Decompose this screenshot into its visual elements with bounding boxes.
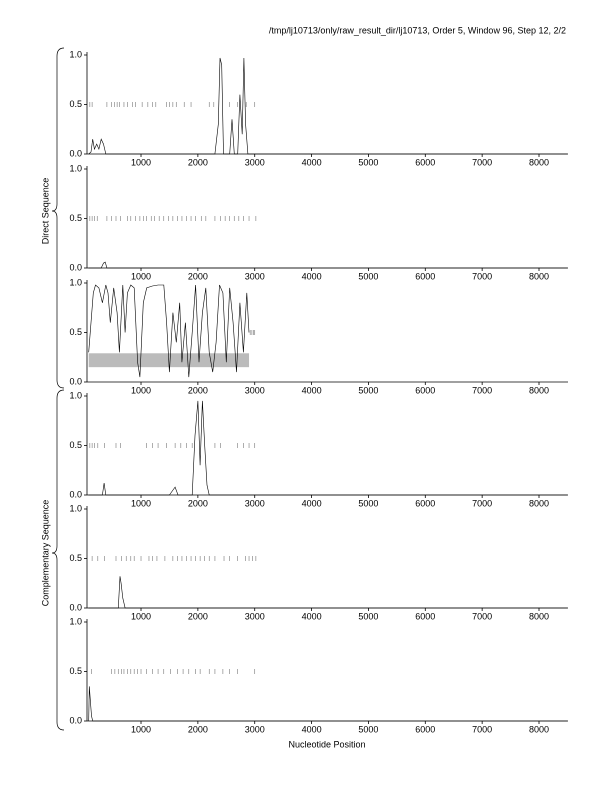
x-tick-label: 3000 [245, 385, 265, 395]
x-tick-label: 7000 [472, 271, 492, 281]
x-tick-label: 3000 [245, 157, 265, 167]
x-tick-label: 7000 [472, 385, 492, 395]
x-tick-label: 2000 [188, 157, 208, 167]
x-tick-label: 1000 [131, 271, 151, 281]
x-tick-label: 8000 [529, 498, 549, 508]
x-tick-label: 1000 [131, 498, 151, 508]
group-label: Direct Sequence [40, 178, 50, 245]
y-tick-label: 1.0 [69, 49, 82, 59]
x-tick-label: 4000 [302, 271, 322, 281]
y-tick-label: 1.0 [69, 390, 82, 400]
y-tick-label: 0.0 [69, 489, 82, 499]
y-tick-label: 1.0 [69, 503, 82, 513]
x-tick-label: 8000 [529, 385, 549, 395]
x-tick-label: 5000 [358, 724, 378, 734]
x-tick-label: 3000 [245, 724, 265, 734]
x-tick-label: 1000 [131, 724, 151, 734]
x-tick-label: 4000 [302, 157, 322, 167]
y-tick-label: 0.5 [69, 440, 82, 450]
y-tick-label: 0.0 [69, 262, 82, 272]
brace [51, 389, 65, 731]
y-tick-label: 1.0 [69, 616, 82, 626]
y-tick-label: 1.0 [69, 163, 82, 173]
score-line [88, 400, 568, 496]
x-tick-label: 5000 [358, 611, 378, 621]
x-tick-label: 4000 [302, 611, 322, 621]
x-tick-label: 4000 [302, 385, 322, 395]
x-tick-label: 8000 [529, 611, 549, 621]
score-line [88, 576, 568, 609]
x-tick-label: 1000 [131, 385, 151, 395]
x-tick-label: 7000 [472, 157, 492, 167]
y-tick-label: 0.5 [69, 553, 82, 563]
x-tick-label: 5000 [358, 271, 378, 281]
x-tick-label: 5000 [358, 385, 378, 395]
score-line [88, 686, 568, 722]
x-tick-label: 5000 [358, 157, 378, 167]
x-tick-label: 6000 [415, 271, 435, 281]
x-tick-label: 8000 [529, 271, 549, 281]
x-tick-label: 6000 [415, 498, 435, 508]
y-tick-label: 1.0 [69, 277, 82, 287]
y-tick-label: 0.5 [69, 327, 82, 337]
x-tick-label: 6000 [415, 157, 435, 167]
x-tick-label: 2000 [188, 271, 208, 281]
x-axis-label: Nucleotide Position [288, 739, 365, 749]
x-tick-label: 2000 [188, 385, 208, 395]
x-tick-label: 3000 [245, 611, 265, 621]
x-tick-label: 2000 [188, 724, 208, 734]
x-tick-label: 1000 [131, 611, 151, 621]
x-tick-label: 5000 [358, 498, 378, 508]
x-tick-label: 8000 [529, 157, 549, 167]
x-tick-label: 3000 [245, 271, 265, 281]
x-tick-label: 6000 [415, 385, 435, 395]
y-tick-label: 0.5 [69, 213, 82, 223]
x-tick-label: 8000 [529, 724, 549, 734]
x-tick-label: 7000 [472, 724, 492, 734]
x-tick-label: 1000 [131, 157, 151, 167]
score-line [88, 57, 568, 155]
x-tick-label: 2000 [188, 498, 208, 508]
group-label: Complementary Sequence [40, 500, 50, 607]
y-tick-label: 0.0 [69, 148, 82, 158]
y-tick-label: 0.0 [69, 715, 82, 725]
y-tick-label: 0.5 [69, 99, 82, 109]
chart-title: /tmp/lj10713/only/raw_result_dir/lj10713… [269, 25, 566, 35]
score-line [88, 284, 250, 378]
x-tick-label: 3000 [245, 498, 265, 508]
y-tick-label: 0.0 [69, 376, 82, 386]
x-tick-label: 6000 [415, 611, 435, 621]
x-tick-label: 7000 [472, 498, 492, 508]
brace [51, 47, 65, 389]
x-tick-label: 7000 [472, 611, 492, 621]
x-tick-label: 4000 [302, 498, 322, 508]
y-tick-label: 0.5 [69, 666, 82, 676]
x-tick-label: 2000 [188, 611, 208, 621]
x-tick-label: 4000 [302, 724, 322, 734]
x-tick-label: 6000 [415, 724, 435, 734]
score-line [88, 261, 568, 269]
y-tick-label: 0.0 [69, 602, 82, 612]
